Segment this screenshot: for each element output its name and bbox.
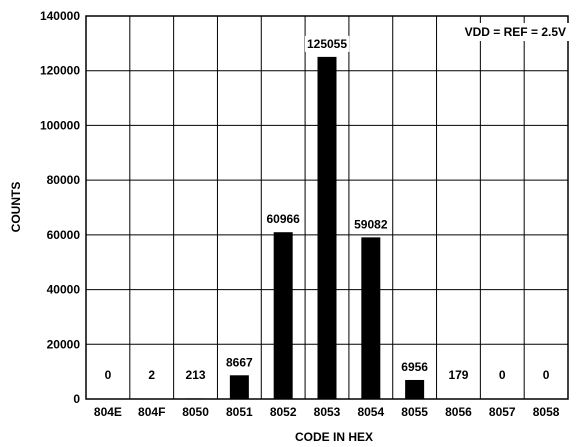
x-tick-label: 8050 xyxy=(182,405,209,419)
x-axis-ticks: 804E 804F 8050 8051 8052 8053 8054 8055 8056 8057… xyxy=(94,405,560,419)
bar-8053 xyxy=(317,56,337,399)
data-label-background xyxy=(446,367,471,383)
bars xyxy=(142,56,468,399)
data-label-background xyxy=(304,35,350,52)
data-label-8050: 213 xyxy=(186,368,206,382)
data-label-8052: 60966 xyxy=(266,212,300,226)
x-tick-label: 804F xyxy=(138,405,165,419)
x-tick-label: 804E xyxy=(94,405,122,419)
data-label-background xyxy=(540,367,552,383)
plot-frame xyxy=(85,15,569,400)
x-tick-label: 8054 xyxy=(357,405,384,419)
y-axis-ticks: 0 20000 40000 60000 80000 100000 120000 140000 xyxy=(40,9,80,406)
data-label-background xyxy=(399,358,431,375)
data-label-8056: 179 xyxy=(448,368,468,382)
y-axis-title: COUNTS xyxy=(9,182,23,233)
data-label-8057: 0 xyxy=(499,368,506,382)
data-labels: 0 2 213 8667 60966 125055 59082 6956 179 0 0 xyxy=(102,35,552,383)
annotation-background xyxy=(460,23,570,41)
data-label-8058: 0 xyxy=(543,368,550,382)
data-label-background xyxy=(224,354,256,371)
bar-8055 xyxy=(405,379,425,399)
y-tick-label: 100000 xyxy=(40,118,80,132)
data-label-background xyxy=(352,216,390,233)
x-tick-label: 8056 xyxy=(445,405,472,419)
x-tick-label: 8057 xyxy=(489,405,516,419)
y-tick-label: 40000 xyxy=(47,283,81,297)
data-label-background xyxy=(183,367,208,383)
data-label-8054: 59082 xyxy=(354,217,388,231)
x-tick-label: 8052 xyxy=(270,405,297,419)
data-label-background xyxy=(264,211,303,228)
x-tick-label: 8055 xyxy=(401,405,428,419)
data-label-804F: 2 xyxy=(148,368,155,382)
x-tick-label: 8053 xyxy=(314,405,341,419)
y-tick-label: 60000 xyxy=(47,228,81,242)
x-axis-title: CODE IN HEX xyxy=(295,430,373,444)
y-tick-label: 80000 xyxy=(47,173,81,187)
data-label-8051: 8667 xyxy=(226,355,253,369)
bar-8051 xyxy=(229,375,249,399)
y-tick-label: 0 xyxy=(73,392,80,406)
data-label-804E: 0 xyxy=(105,368,112,382)
x-tick-label: 8051 xyxy=(226,405,253,419)
data-label-8053: 125055 xyxy=(307,37,347,51)
annotation-label: VDD = REF = 2.5V xyxy=(465,25,566,39)
data-label-8055: 6956 xyxy=(401,360,428,374)
y-tick-label: 120000 xyxy=(40,64,80,78)
data-label-background xyxy=(102,367,114,383)
bar-8052 xyxy=(273,232,293,399)
x-tick-label: 8058 xyxy=(533,405,560,419)
y-tick-label: 140000 xyxy=(40,9,80,23)
data-label-background xyxy=(146,367,158,383)
y-tick-label: 20000 xyxy=(47,337,81,351)
bar-8054 xyxy=(361,237,381,399)
data-label-background xyxy=(496,367,508,383)
